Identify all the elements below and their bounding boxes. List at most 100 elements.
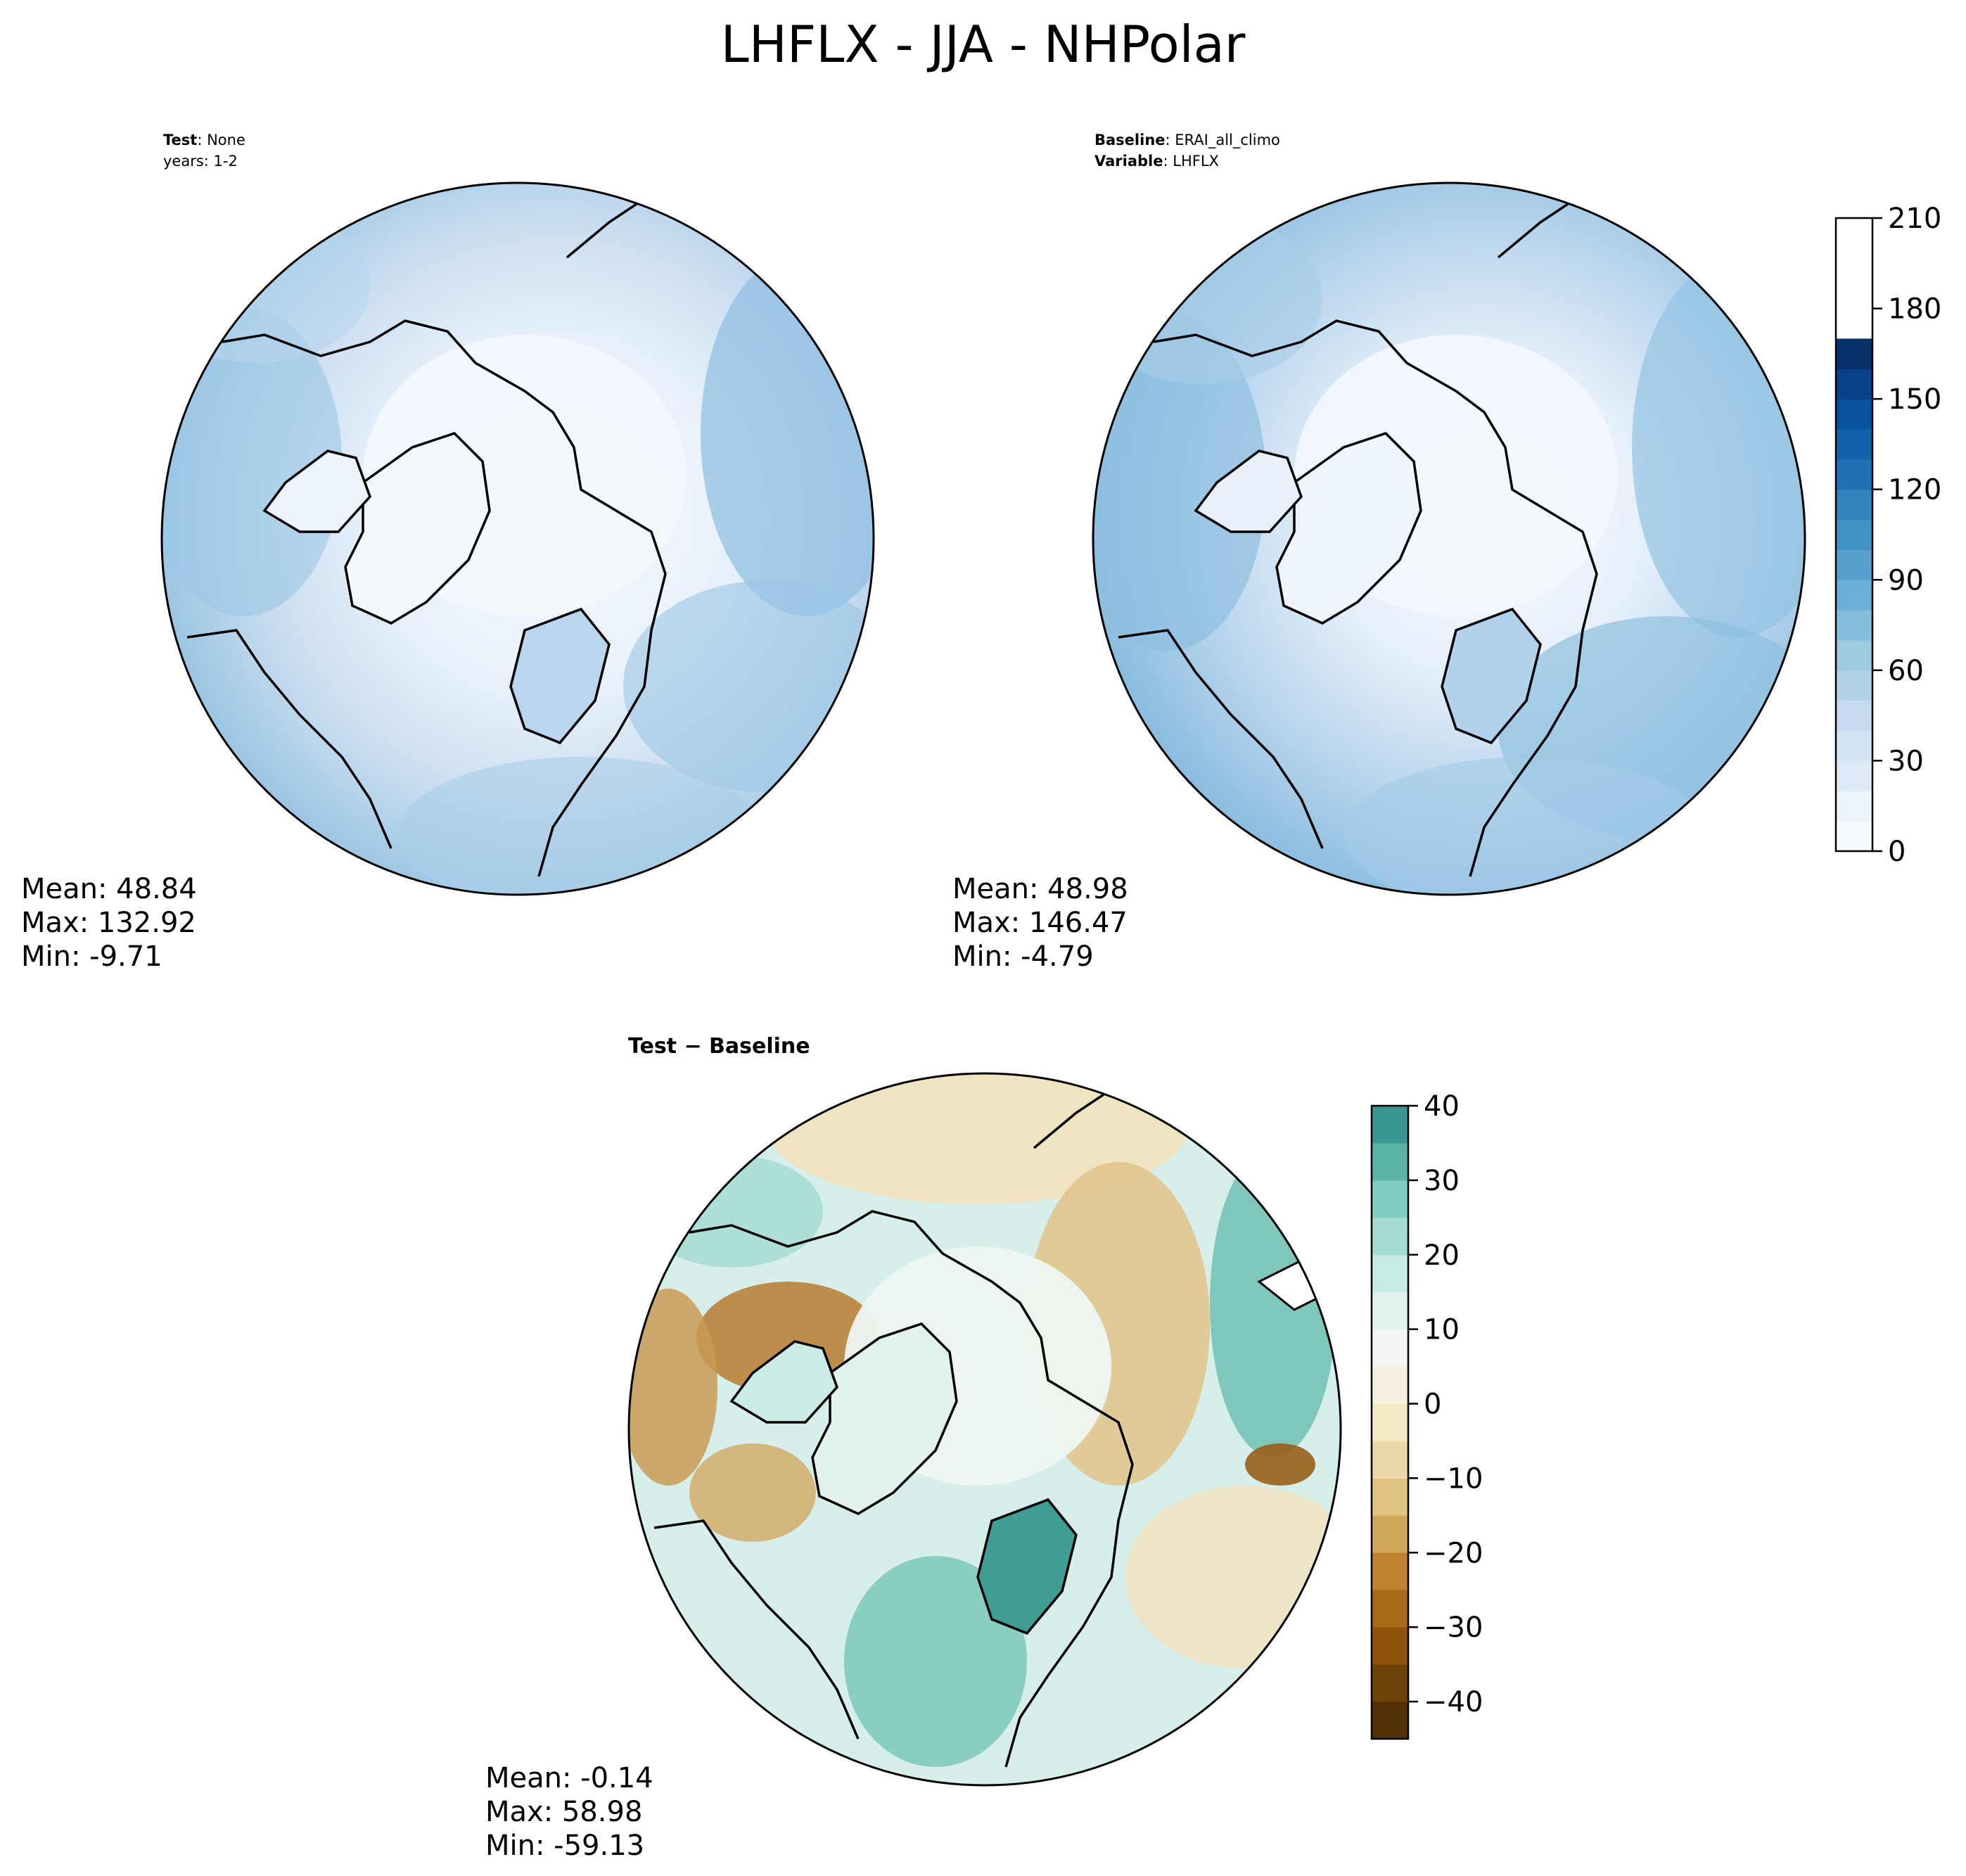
colorbar-bottom-color-band [1372, 1441, 1408, 1479]
colorbar-top-color-band [1836, 399, 1872, 430]
colorbar-top: 0 30 60 90 120 150 180 210 [1834, 204, 1941, 868]
colorbar-bottom-tick-label: 20 [1424, 1239, 1460, 1272]
colorbar-top-tick-label: 60 [1888, 655, 1924, 687]
diff-stats: Mean: -0.14 Max: 58.98 Min: -59.13 [485, 1761, 653, 1863]
colorbar-bottom-color-band [1372, 1142, 1408, 1181]
colorbar-top-frame [1834, 217, 1874, 853]
scandinavia [509, 607, 611, 745]
colorbar-bottom-color-band [1372, 1217, 1408, 1256]
diff-max: Max: 58.98 [485, 1796, 643, 1828]
diff-mean: Mean: -0.14 [485, 1762, 653, 1794]
colorbar-bottom-color-band [1372, 1664, 1408, 1702]
colorbar-bottom-color-band [1372, 1478, 1408, 1516]
test-label-value: None [207, 132, 245, 148]
test-map [160, 181, 875, 896]
north-america-coast [186, 629, 392, 849]
diff-min: Min: -59.13 [485, 1830, 645, 1862]
colorbar-bottom-color-band [1372, 1366, 1408, 1405]
colorbar-bottom-color-band [1372, 1403, 1408, 1441]
colorbar-bottom-color-band [1372, 1254, 1408, 1293]
greenland [1275, 431, 1422, 625]
test-label-key: Test [163, 132, 198, 148]
colorbar-bottom-tick-label: −10 [1424, 1462, 1483, 1495]
eurasia-coast [689, 1210, 1134, 1768]
variable-value: LHFLX [1173, 153, 1219, 170]
colorbar-top-color-band [1836, 519, 1872, 550]
baseline-min: Min: -4.79 [952, 940, 1094, 973]
colorbar-top-color-band [1836, 580, 1872, 611]
test-max: Max: 132.92 [21, 907, 196, 939]
colorbar-bottom-tick-label: 10 [1424, 1314, 1460, 1346]
colorbar-top-color-band [1836, 760, 1872, 791]
colorbar-top-tick-label: 120 [1888, 474, 1941, 506]
colorbar-top-color-band [1836, 670, 1872, 701]
greenland [344, 431, 491, 625]
test-years: years: 1-2 [163, 153, 238, 170]
colorbar-bottom-color-band [1372, 1552, 1408, 1590]
baseline-stats: Mean: 48.98 Max: 146.47 Min: -4.79 [952, 872, 1128, 974]
colorbar-bottom-tick-label: −40 [1424, 1686, 1483, 1718]
colorbar-top-color-band [1836, 610, 1872, 641]
colorbar-top-color-band [1836, 640, 1872, 671]
diff-map-boundary [627, 1072, 1342, 1787]
baseline-map [1092, 181, 1806, 896]
baseline-map-boundary [1092, 181, 1806, 896]
scandinavia [976, 1498, 1078, 1635]
colorbar-top-color-band [1836, 821, 1872, 852]
colorbar-bottom-color-band [1372, 1627, 1408, 1665]
colorbar-bottom-color-band [1372, 1515, 1408, 1553]
baseline-key: Baseline [1094, 132, 1166, 148]
eurasia-coast [222, 319, 667, 877]
colorbar-top-tick-label: 180 [1888, 293, 1941, 326]
test-mean: Mean: 48.84 [21, 873, 197, 905]
colorbar-top-color-band [1836, 700, 1872, 732]
colorbar-top-color-band [1836, 338, 1872, 369]
baseline-max: Max: 146.47 [952, 907, 1128, 939]
colorbar-top-color-band [1836, 459, 1872, 490]
arctic-archipelago [729, 1340, 839, 1424]
difference-map [627, 1072, 1342, 1787]
north-america-coast [1118, 629, 1324, 849]
colorbar-top-color-band [1836, 429, 1872, 460]
baseline-value: ERAI_all_climo [1175, 132, 1280, 148]
figure-title: LHFLX - JJA - NHPolar [720, 15, 1246, 74]
variable-key: Variable [1094, 153, 1163, 170]
colorbar-bottom-color-band [1372, 1291, 1408, 1330]
colorbar-bottom-tick-label: 0 [1424, 1389, 1441, 1421]
arctic-archipelago [262, 449, 372, 533]
colorbar-top-tick-label: 0 [1888, 836, 1906, 868]
colorbar-top-color-band [1836, 549, 1872, 580]
colorbar-top-color-band [1836, 791, 1872, 822]
test-min: Min: -9.71 [21, 940, 162, 973]
eurasia-coast [1153, 319, 1598, 877]
colorbar-top-tick-label: 30 [1888, 745, 1924, 777]
colorbar-bottom-color-band [1372, 1702, 1408, 1740]
colorbar-top-color-band [1836, 489, 1872, 521]
north-america-coast [653, 1519, 860, 1740]
test-map-boundary [160, 181, 875, 896]
colorbar-bottom-tick-label: −30 [1424, 1612, 1483, 1644]
colorbar-bottom-color-band [1372, 1329, 1408, 1367]
colorbar-bottom-tick-label: −20 [1424, 1537, 1483, 1569]
colorbar-top-color-band [1836, 730, 1872, 761]
colorbar-top-color-band [1836, 369, 1872, 400]
test-label-sep: : [197, 132, 208, 148]
baseline-sep: : [1165, 132, 1175, 148]
colorbar-bottom-tick-label: 40 [1424, 1092, 1460, 1123]
colorbar-bottom-tick-label: 30 [1424, 1165, 1460, 1197]
colorbar-top-tick-label: 150 [1888, 383, 1941, 416]
baseline-panel-header: Baseline: ERAI_all_climo Variable: LHFLX [1094, 129, 1280, 172]
colorbar-bottom-color-band [1372, 1590, 1408, 1628]
variable-sep: : [1163, 153, 1173, 170]
colorbar-bottom-frame [1370, 1104, 1410, 1740]
colorbar-top-tick-label: 90 [1888, 564, 1924, 596]
colorbar-top-tick-label: 210 [1888, 204, 1941, 235]
diff-panel-title: Test − Baseline [628, 1034, 810, 1059]
colorbar-bottom: 40 30 20 10 0 −10 −20 −30 −40 [1370, 1092, 1483, 1740]
baseline-mean: Mean: 48.98 [952, 873, 1128, 905]
arctic-archipelago [1194, 449, 1303, 533]
greenland [811, 1322, 958, 1515]
scandinavia [1441, 607, 1542, 745]
test-stats: Mean: 48.84 Max: 132.92 Min: -9.71 [21, 872, 197, 974]
colorbar-bottom-color-band [1372, 1106, 1408, 1144]
